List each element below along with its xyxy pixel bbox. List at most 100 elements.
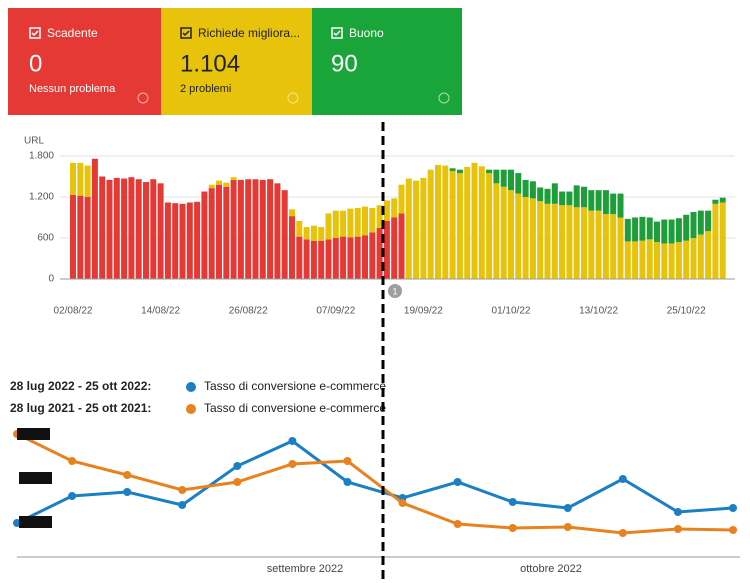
bar-segment	[362, 235, 368, 279]
series-line	[16, 432, 734, 535]
x-tick-label: 02/08/22	[54, 306, 93, 317]
bar-segment	[508, 169, 514, 191]
bar-segment	[340, 210, 347, 237]
bar-segment	[420, 177, 427, 279]
bar-segment	[705, 231, 712, 279]
check	[182, 30, 190, 37]
point	[673, 525, 682, 533]
bar-segment	[347, 237, 354, 279]
bar-chart: 0 600 1.200 1.800 02/08/22 14/08/22 26/08/22 07…	[29, 151, 735, 317]
bar-segment	[77, 162, 84, 196]
checkbox[interactable]	[29, 27, 41, 39]
check	[333, 30, 341, 37]
bar-segment	[391, 198, 398, 218]
point	[618, 475, 627, 483]
bar-segment	[493, 169, 500, 184]
bar-segment	[143, 181, 149, 279]
point	[729, 504, 737, 512]
point	[343, 457, 352, 465]
bar-segment	[668, 243, 675, 279]
x-tick-label: 19/09/22	[404, 306, 443, 317]
bar-segment	[624, 241, 631, 279]
bar-segment	[442, 165, 449, 279]
card-title: Richiede migliora...	[198, 26, 300, 40]
bar-segment	[646, 217, 653, 240]
bar-segment	[654, 242, 660, 279]
bar-segment	[456, 173, 463, 279]
x-tick-label: 01/10/22	[492, 306, 531, 317]
bar-segment	[91, 158, 98, 279]
bar-segment	[515, 193, 522, 279]
bar-segment	[383, 220, 390, 279]
bar-segment	[391, 217, 398, 279]
bar-segment	[208, 184, 215, 189]
bar-segment	[128, 177, 135, 279]
bar-segment	[121, 178, 128, 279]
bar-segment	[427, 169, 434, 279]
bar-segment	[486, 169, 493, 174]
bar-segment	[164, 202, 171, 279]
bar-segment	[661, 243, 668, 279]
point	[68, 492, 77, 500]
bar-segment	[310, 225, 317, 241]
bar-segment	[544, 188, 551, 204]
bar-segment	[186, 202, 193, 279]
bar-segment	[383, 200, 390, 221]
bar-segment	[646, 239, 653, 279]
bar-segment	[602, 214, 609, 279]
point	[123, 471, 132, 479]
line-chart: settembre 2022 ottobre 2022 28 lug 2022 - …	[10, 379, 740, 575]
bar-segment	[237, 179, 244, 279]
bar-segment	[690, 212, 697, 238]
bar-segment	[157, 183, 164, 279]
checkbox[interactable]	[331, 27, 343, 39]
card-bg	[312, 8, 462, 115]
bar-segment	[150, 179, 157, 279]
bar-segment	[70, 194, 76, 279]
x-tick-label: settembre 2022	[267, 563, 343, 575]
bar-segment	[70, 162, 76, 195]
cards: Scadente Richiede migliora... Buono 0 1.…	[8, 8, 462, 115]
bar-segment	[281, 190, 288, 279]
bar-segment	[449, 168, 456, 172]
legend-dot	[186, 382, 196, 392]
y-tick-label: 0	[48, 274, 54, 285]
bar-segment	[719, 202, 726, 279]
bar-segment	[369, 207, 376, 233]
bar-segment	[267, 179, 274, 279]
point	[729, 526, 737, 534]
bar-segment	[515, 173, 522, 194]
bar-segment	[318, 240, 325, 279]
help-icon[interactable]	[287, 92, 299, 104]
bar-segment	[289, 216, 295, 279]
bar-segment	[573, 185, 580, 208]
bar-segment	[595, 190, 602, 211]
bar-segment	[208, 188, 215, 279]
help-icon[interactable]	[438, 92, 450, 104]
y-axis-label: URL	[24, 136, 44, 147]
card-value: 1.104	[180, 50, 240, 77]
bar-segment	[252, 179, 259, 279]
bar-segment	[77, 195, 84, 279]
bar-segment	[376, 227, 383, 279]
bar-segment	[610, 193, 617, 215]
help-icon[interactable]	[137, 92, 149, 104]
point	[233, 478, 242, 486]
bar-segment	[537, 187, 544, 202]
checkbox[interactable]	[180, 27, 192, 39]
bar-segment	[296, 236, 303, 279]
point	[178, 486, 187, 494]
bar-segment	[559, 205, 566, 279]
legend-period: 28 lug 2021 - 25 ott 2021:	[10, 401, 151, 415]
annotation-marker	[388, 284, 402, 298]
bar-segment	[449, 171, 456, 279]
redaction	[19, 472, 52, 484]
bar-segment	[172, 203, 179, 279]
bar-segment	[135, 179, 142, 279]
redactions	[17, 428, 52, 528]
bar-segment	[639, 240, 646, 279]
bar-segment	[544, 203, 551, 279]
bar-segment	[639, 216, 646, 241]
legend-period: 28 lug 2022 - 25 ott 2022:	[10, 379, 151, 393]
